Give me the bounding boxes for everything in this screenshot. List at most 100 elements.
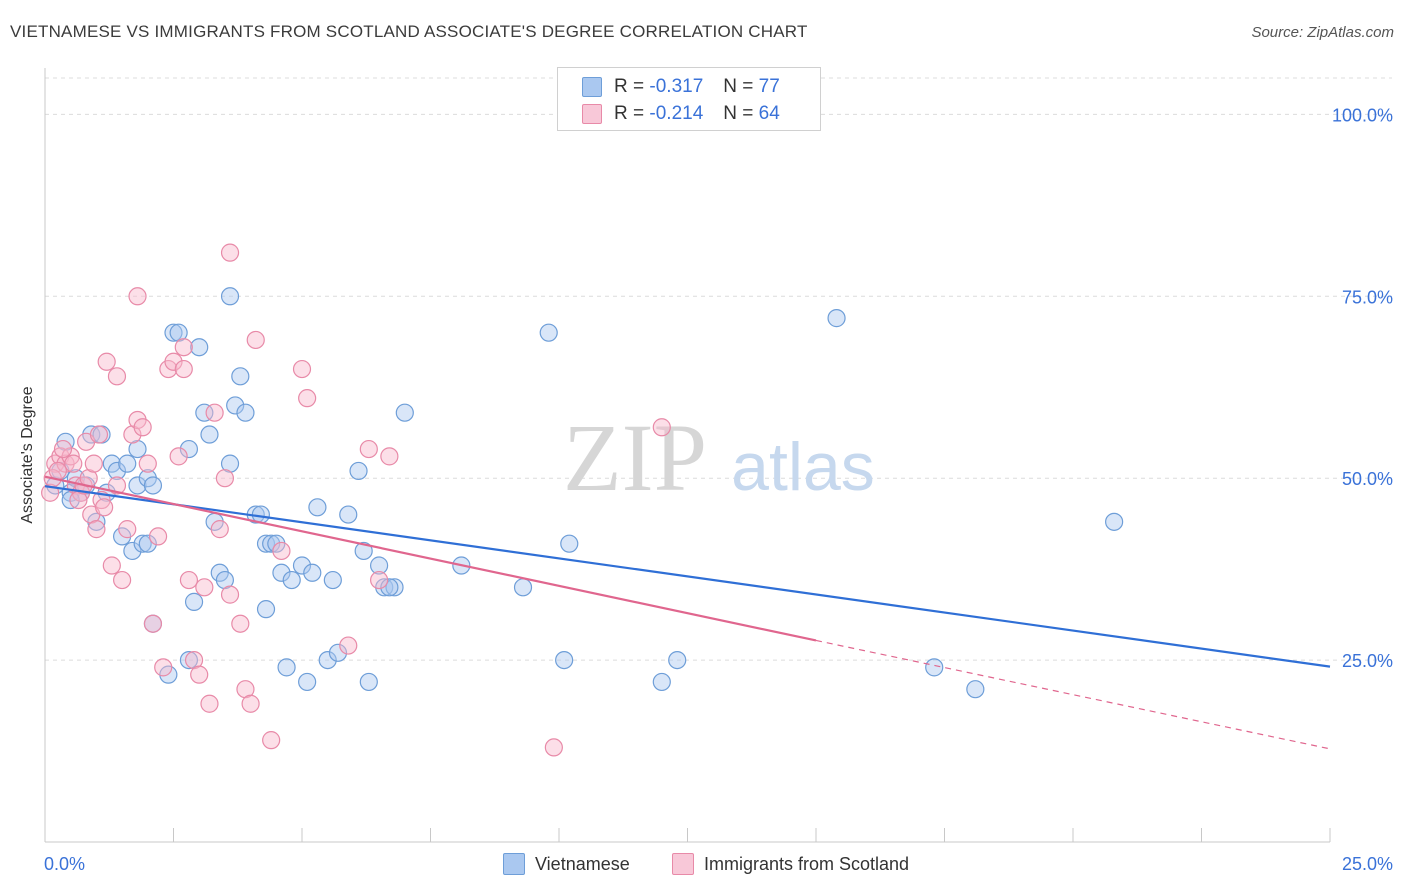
legend-item-scotland[interactable]: Immigrants from Scotland — [672, 852, 909, 876]
vietnamese-point — [262, 534, 281, 553]
scotland-point — [210, 520, 229, 539]
r-value: -0.214 — [649, 103, 704, 124]
scotland-point — [84, 454, 103, 473]
y-tick-label: 75.0% — [1342, 287, 1393, 307]
vietnamese-point — [966, 680, 985, 699]
axes — [44, 68, 1331, 843]
vietnamese-point — [256, 600, 276, 619]
vietnamese-point — [236, 403, 255, 422]
vietnamese-point — [328, 643, 348, 662]
scotland-point — [179, 570, 199, 590]
vietnamese-point — [282, 570, 301, 590]
x-tick-label: 0.0% — [44, 854, 85, 874]
scotland-point — [298, 389, 317, 408]
vietnamese-point — [339, 505, 358, 524]
vietnamese-point — [539, 323, 558, 342]
scotland-point — [220, 585, 240, 604]
y-tick-label: 100.0% — [1332, 105, 1393, 125]
vietnamese-point — [925, 658, 944, 677]
scotland-point — [61, 447, 80, 466]
stats-legend: R = -0.317 N = 77 R = -0.214 N = 64 — [557, 67, 821, 131]
scotland-point — [143, 614, 163, 633]
scotland-point — [652, 418, 671, 437]
r-value: -0.317 — [649, 76, 704, 97]
vietnamese-point — [298, 672, 317, 692]
vietnamese-point — [184, 592, 204, 611]
trend-lines — [44, 475, 1331, 750]
scotland-trend-line — [44, 475, 817, 642]
r-label: R = — [614, 103, 645, 124]
vietnamese-swatch — [582, 77, 602, 97]
scotland-point — [174, 359, 193, 379]
n-label: N = — [723, 103, 754, 124]
scotland-point — [112, 570, 132, 590]
stats-legend-row-scotland: R = -0.214 N = 64 — [582, 102, 780, 126]
grid-lines — [45, 77, 1392, 661]
scotland-point — [339, 636, 358, 655]
scotland-point — [128, 287, 147, 306]
n-value: 64 — [758, 103, 780, 124]
scotland-point — [95, 498, 114, 517]
vietnamese-point — [138, 534, 157, 553]
vietnamese-point — [513, 578, 533, 597]
vietnamese-point — [308, 498, 327, 517]
vietnamese-point — [323, 570, 342, 590]
tick-labels: 25.0% 50.0% 75.0% 100.0% 0.0% 25.0% — [44, 105, 1393, 874]
vietnamese-point — [380, 578, 399, 597]
y-tick-label: 25.0% — [1342, 651, 1393, 671]
scotland-point — [195, 578, 214, 597]
vietnamese-point — [200, 425, 219, 444]
vietnamese-point — [354, 541, 373, 561]
vietnamese-point — [195, 403, 214, 422]
scotland-point — [241, 694, 260, 713]
vietnamese-point — [107, 461, 127, 481]
vietnamese-point — [560, 534, 579, 553]
n-label: N = — [723, 76, 754, 97]
scotland-point — [148, 527, 168, 546]
scotland-point — [48, 461, 67, 481]
r-label: R = — [614, 76, 645, 97]
vietnamese-point — [652, 672, 671, 692]
vietnamese-point — [292, 556, 312, 575]
vietnamese-point — [827, 309, 846, 328]
scotland-point — [138, 454, 157, 473]
vietnamese-point — [118, 454, 137, 473]
scotland-point — [53, 439, 73, 459]
scotland-point — [164, 352, 183, 371]
vietnamese-point — [277, 658, 296, 677]
scotland-point — [64, 454, 83, 473]
vietnamese-point — [385, 578, 404, 597]
vietnamese-point — [143, 476, 163, 495]
scotland-point — [380, 447, 399, 466]
scotland-point — [272, 541, 291, 561]
scotland-point — [220, 243, 240, 262]
vietnamese-point — [1105, 512, 1124, 531]
scotland-point — [89, 425, 109, 444]
y-tick-label: 50.0% — [1342, 469, 1393, 489]
scotland-point — [262, 731, 281, 750]
vietnamese-legend-swatch — [503, 853, 525, 875]
zipatlas-watermark: ZIP atlas — [563, 404, 875, 511]
scotland-point — [190, 665, 209, 684]
scotland-point — [174, 338, 193, 357]
scotland-point — [107, 476, 127, 495]
chart-title: VIETNAMESE VS IMMIGRANTS FROM SCOTLAND A… — [10, 22, 808, 41]
scotland-point — [169, 447, 188, 466]
legend-item-vietnamese[interactable]: Vietnamese — [503, 852, 630, 876]
legend-label-scotland: Immigrants from Scotland — [704, 853, 910, 874]
vietnamese-point — [318, 650, 337, 670]
scotland-point — [102, 556, 121, 575]
scotland-point — [154, 658, 173, 677]
scotland-point — [97, 352, 116, 371]
vietnamese-point — [231, 367, 250, 386]
vietnamese-point — [164, 323, 183, 342]
vietnamese-point — [256, 534, 276, 553]
scotland-point — [246, 330, 265, 350]
scotland-point — [359, 439, 378, 459]
scotland-point — [133, 418, 152, 437]
legend-label-vietnamese: Vietnamese — [535, 853, 630, 874]
scotland-point — [107, 367, 127, 386]
vietnamese-point — [190, 338, 209, 357]
scotland-point — [200, 694, 219, 713]
